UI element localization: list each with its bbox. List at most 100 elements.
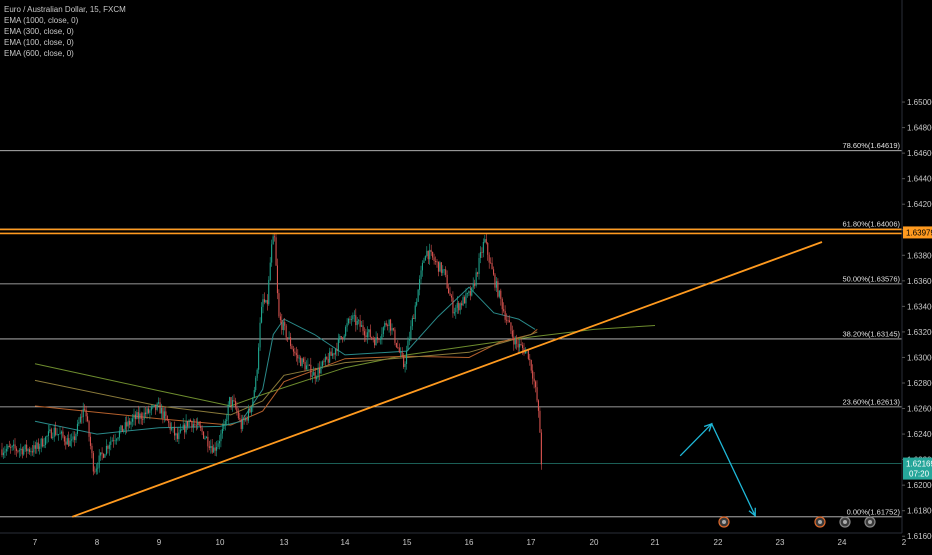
candle-down [37, 442, 39, 449]
candle-up [379, 338, 381, 340]
candle-up [108, 444, 110, 449]
candle-up [213, 447, 215, 453]
candle-up [353, 315, 355, 317]
candle-up [320, 366, 322, 374]
candle-up [123, 429, 125, 432]
candle-up [381, 334, 383, 339]
candle-down [29, 449, 31, 452]
candle-up [120, 425, 122, 431]
candle-up [163, 411, 165, 419]
candle-up [111, 440, 113, 442]
candle-up [388, 319, 390, 326]
candle-down [398, 347, 400, 353]
candle-down [387, 325, 389, 326]
candle-down [535, 381, 537, 388]
candle-up [250, 407, 252, 413]
candle-down [363, 331, 365, 336]
candle-down [287, 337, 289, 339]
candle-down [174, 427, 176, 436]
candle-down [15, 448, 17, 451]
candle-up [33, 445, 35, 453]
candle-down [63, 436, 65, 442]
drawings [0, 228, 902, 518]
candle-down [191, 421, 193, 428]
candle-down [430, 249, 432, 252]
candle-up [301, 358, 303, 366]
candle-down [401, 352, 403, 357]
candle-down [394, 329, 396, 343]
indicator-ema-100[interactable]: EMA (100, close, 0) [4, 38, 74, 47]
candle-up [105, 446, 107, 455]
candle-up [495, 281, 497, 288]
candle-up [345, 326, 347, 336]
candle-down [327, 358, 329, 363]
candle-up [366, 332, 368, 338]
candle-up [456, 302, 458, 308]
candle-down [371, 337, 373, 338]
candle-down [300, 357, 302, 367]
candle-up [358, 320, 360, 322]
candle-up [66, 438, 68, 445]
y-tick-label: 1.61800 [907, 507, 932, 516]
candle-down [520, 344, 522, 346]
candle-down [176, 433, 178, 439]
candle-up [482, 242, 484, 253]
x-tick-label: 21 [651, 538, 660, 547]
candle-down [201, 427, 203, 432]
candle-up [58, 434, 60, 435]
candle-up [118, 430, 120, 438]
candle-down [103, 453, 105, 458]
candle-up [210, 446, 212, 448]
candle-down [81, 416, 83, 418]
candle-down [31, 451, 33, 453]
candle-up [226, 419, 228, 422]
candle-down [446, 274, 448, 289]
candle-down [142, 418, 144, 420]
candle-up [478, 258, 480, 274]
candle-down [17, 450, 19, 452]
candle-up [384, 323, 386, 328]
ema-line-2 [34, 286, 536, 435]
last-price-value: 1.62169 [906, 460, 932, 469]
candle-up [4, 451, 6, 453]
candle-down [310, 364, 312, 377]
candle-up [23, 449, 25, 455]
resistance-badge [903, 226, 932, 239]
candle-up [221, 429, 223, 434]
indicator-ema-300[interactable]: EMA (300, close, 0) [4, 27, 74, 36]
candle-up [439, 262, 441, 272]
x-tick-label: 23 [776, 538, 785, 547]
event-marker-dot-icon [818, 520, 822, 524]
candle-down [378, 338, 380, 340]
candle-up [100, 452, 102, 456]
candle-up [47, 431, 49, 436]
candle-down [308, 364, 310, 366]
x-tick-label: 17 [527, 538, 536, 547]
candle-up [245, 417, 247, 421]
candle-down [294, 351, 296, 354]
candle-down [488, 254, 490, 263]
candle-down [88, 421, 90, 437]
candle-up [132, 418, 134, 422]
candle-down [336, 349, 338, 352]
candle-up [40, 438, 42, 447]
indicator-ema-600[interactable]: EMA (600, close, 0) [4, 49, 74, 58]
candle-up [361, 325, 363, 327]
candle-up [352, 315, 354, 320]
candle-down [432, 252, 434, 258]
candle-down [266, 300, 268, 305]
candle-down [285, 325, 287, 338]
candle-up [265, 300, 267, 303]
candle-up [97, 467, 99, 469]
candle-down [8, 445, 10, 448]
fib-label: 23.60%(1.62613) [842, 397, 900, 406]
candle-down [493, 269, 495, 275]
candle-up [305, 365, 307, 370]
indicator-ema-1000[interactable]: EMA (1000, close, 0) [4, 16, 79, 25]
candle-down [527, 349, 529, 359]
candle-up [307, 364, 309, 366]
candle-up [59, 433, 61, 435]
candle-up [223, 424, 225, 429]
